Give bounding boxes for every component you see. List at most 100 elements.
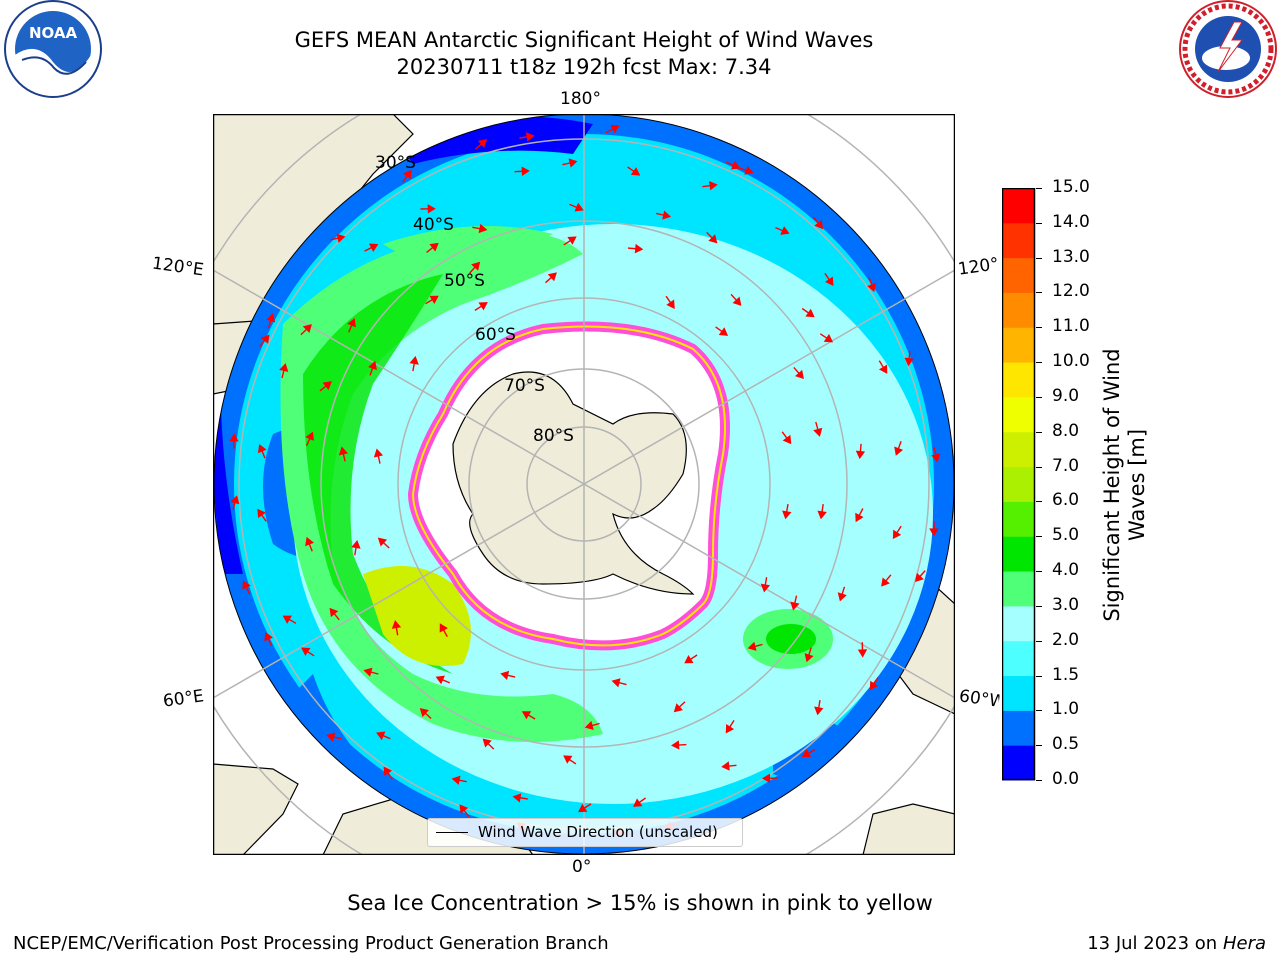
colorbar-band bbox=[1002, 431, 1035, 468]
lon-label-120e: 120°E bbox=[150, 253, 205, 281]
wave-direction-arrowhead bbox=[718, 327, 729, 336]
wave-direction-arrowhead bbox=[547, 272, 557, 282]
wave-direction-arrowhead bbox=[744, 165, 754, 175]
colorbar-tick-label: 6.0 bbox=[1052, 490, 1080, 511]
lat-label-30: 30°S bbox=[375, 153, 416, 173]
wave-direction-arrowhead bbox=[630, 167, 641, 176]
colorbar-tick-label: 4.0 bbox=[1052, 560, 1080, 581]
wave-direction-arrowhead bbox=[634, 243, 644, 254]
colorbar-tick-label: 0.5 bbox=[1052, 734, 1080, 755]
wave-direction-arrowhead bbox=[471, 261, 481, 271]
wave-direction-arrowhead bbox=[904, 357, 914, 367]
wave-direction-arrowhead bbox=[512, 793, 522, 803]
wave-direction-arrowhead bbox=[869, 680, 879, 691]
wave-direction-arrowhead bbox=[824, 276, 834, 286]
colorbar-tick-mark bbox=[1036, 780, 1042, 781]
colorbar-tick-label: 2.0 bbox=[1052, 629, 1080, 650]
wave-direction-arrowhead bbox=[368, 360, 377, 371]
polar-map: 30°S 40°S 50°S 60°S 70°S 80°S bbox=[213, 114, 955, 855]
colorbar-tick-mark bbox=[1036, 466, 1042, 468]
wave-direction-arrowhead bbox=[402, 169, 412, 180]
wave-direction-arrowhead bbox=[881, 577, 890, 587]
colorbar-tick-mark bbox=[1036, 327, 1042, 329]
colorbar-band bbox=[1002, 640, 1035, 677]
wave-direction-arrowhead bbox=[302, 324, 312, 334]
colorbar-tick-mark bbox=[1036, 188, 1042, 189]
colorbar-tick-mark bbox=[1036, 292, 1042, 294]
lon-label-60w: 60°W bbox=[957, 686, 1001, 712]
wave-direction-arrowhead bbox=[563, 755, 573, 764]
colorbar-tick-mark bbox=[1036, 396, 1042, 398]
lon-label-180: 180° bbox=[560, 89, 601, 109]
colorbar-tick-label: 13.0 bbox=[1052, 246, 1090, 267]
colorbar-tick-label: 12.0 bbox=[1052, 281, 1090, 302]
wave-direction-arrowhead bbox=[823, 333, 834, 343]
nws-logo bbox=[1179, 0, 1277, 98]
wind-wave-arrows bbox=[229, 124, 941, 838]
wave-direction-arrowhead bbox=[578, 803, 588, 813]
colorbar-tick-label: 3.0 bbox=[1052, 594, 1080, 615]
colorbar-band bbox=[1002, 188, 1035, 224]
wave-direction-arrowhead bbox=[814, 706, 824, 716]
wave-direction-arrowhead bbox=[521, 166, 530, 176]
wave-direction-arrowhead bbox=[867, 282, 877, 293]
wave-direction-arrowhead bbox=[373, 448, 384, 458]
wave-direction-arrowhead bbox=[721, 761, 730, 771]
wave-direction-arrowhead bbox=[257, 444, 267, 454]
wave-direction-arrowhead bbox=[801, 748, 812, 758]
wave-direction-arrowhead bbox=[338, 446, 349, 456]
wave-direction-arrowhead bbox=[266, 313, 276, 323]
wave-direction-arrowhead bbox=[435, 675, 445, 685]
wave-direction-arrowhead bbox=[568, 158, 578, 168]
colorbar-tick-mark bbox=[1036, 501, 1042, 503]
wave-direction-arrowhead bbox=[633, 798, 643, 807]
wave-direction-arrowhead bbox=[363, 667, 373, 677]
colorbar-band bbox=[1002, 292, 1035, 328]
wave-direction-arrowhead bbox=[459, 804, 469, 814]
wave-direction-arrowhead bbox=[451, 775, 461, 785]
wave-direction-arrowhead bbox=[264, 632, 274, 642]
wave-direction-arrowhead bbox=[857, 649, 868, 658]
colorbar-tick-mark bbox=[1036, 710, 1042, 712]
wave-direction-arrowhead bbox=[347, 318, 356, 328]
colorbar-band bbox=[1002, 362, 1035, 398]
wave-direction-arrowhead bbox=[282, 615, 292, 624]
wave-direction-arrowhead bbox=[229, 433, 239, 442]
wave-direction-arrowhead bbox=[747, 641, 757, 651]
wave-direction-arrowhead bbox=[477, 139, 488, 148]
wave-direction-arrowhead bbox=[279, 363, 289, 373]
wave-direction-arrowhead bbox=[230, 495, 240, 505]
colorbar-tick-label: 10.0 bbox=[1052, 351, 1090, 372]
wave-direction-arrowhead bbox=[429, 242, 439, 252]
colorbar-band bbox=[1002, 466, 1035, 502]
wave-direction-arrowhead bbox=[409, 355, 419, 365]
wave-direction-arrowhead bbox=[525, 132, 535, 142]
colorbar-band bbox=[1002, 327, 1035, 363]
colorbar-band bbox=[1002, 536, 1035, 572]
wave-direction-arrowhead bbox=[817, 510, 827, 520]
wave-direction-arrowhead bbox=[478, 302, 488, 311]
wave-direction-arrowhead bbox=[478, 223, 488, 234]
wave-direction-arrowhead bbox=[305, 536, 314, 547]
lat-label-80: 80°S bbox=[533, 426, 574, 446]
wave-direction-arrowhead bbox=[242, 580, 251, 590]
wave-direction-arrowhead bbox=[666, 299, 675, 309]
colorbar-tick-mark bbox=[1036, 745, 1042, 747]
colorbar-tick-label: 1.5 bbox=[1052, 664, 1080, 685]
wave-direction-arrowhead bbox=[709, 180, 718, 191]
colorbar-label: Significant Height of Wind Waves [m] bbox=[1100, 348, 1149, 622]
wave-direction-arrowhead bbox=[439, 623, 448, 633]
wave-direction-arrowhead bbox=[708, 234, 718, 244]
colorbar-tick-mark bbox=[1036, 571, 1042, 573]
lat-label-40: 40°S bbox=[413, 215, 454, 235]
wave-direction-arrowhead bbox=[376, 731, 386, 741]
wave-direction-arrowhead bbox=[574, 202, 584, 212]
wave-direction-arrowhead bbox=[914, 572, 924, 583]
wave-direction-arrowhead bbox=[684, 654, 694, 664]
wave-direction-arrowhead bbox=[257, 508, 266, 519]
colorbar-tick-label: 9.0 bbox=[1052, 385, 1080, 406]
colorbar-tick-label: 15.0 bbox=[1052, 177, 1090, 197]
wave-direction-arrowhead bbox=[855, 450, 866, 460]
lon-label-0: 0° bbox=[572, 857, 592, 877]
wave-direction-arrowhead bbox=[429, 295, 439, 305]
